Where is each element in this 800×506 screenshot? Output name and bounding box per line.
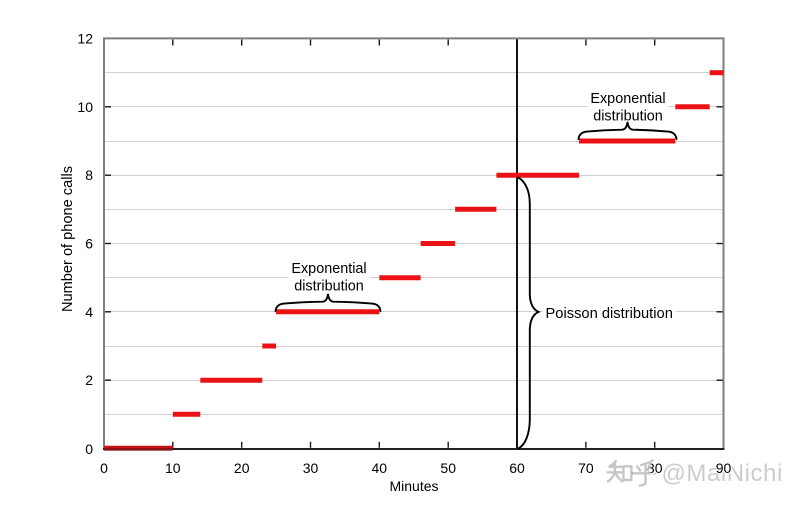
svg-text:2: 2 <box>85 372 93 388</box>
svg-text:12: 12 <box>77 31 93 47</box>
svg-text:Poisson distribution: Poisson distribution <box>546 306 673 322</box>
svg-text:Exponential: Exponential <box>590 91 665 107</box>
svg-text:@MaiNichi: @MaiNichi <box>662 460 783 487</box>
svg-text:0: 0 <box>85 441 93 457</box>
svg-text:40: 40 <box>372 460 388 476</box>
svg-text:50: 50 <box>440 460 456 476</box>
svg-text:6: 6 <box>85 236 93 252</box>
svg-text:4: 4 <box>85 304 93 320</box>
svg-text:distribution: distribution <box>294 279 364 295</box>
svg-text:10: 10 <box>77 99 93 115</box>
svg-text:10: 10 <box>165 460 181 476</box>
svg-text:Number of phone calls: Number of phone calls <box>60 166 76 312</box>
svg-text:70: 70 <box>578 460 594 476</box>
svg-text:0: 0 <box>100 460 108 476</box>
svg-text:8: 8 <box>85 167 93 183</box>
svg-text:Minutes: Minutes <box>389 478 438 494</box>
svg-text:Exponential: Exponential <box>291 261 366 277</box>
svg-text:90: 90 <box>716 460 732 476</box>
svg-text:20: 20 <box>234 460 250 476</box>
svg-text:30: 30 <box>303 460 319 476</box>
svg-text:distribution: distribution <box>593 109 663 125</box>
svg-text:90: 90 <box>716 460 732 476</box>
svg-text:60: 60 <box>509 460 525 476</box>
svg-text:80: 80 <box>647 460 663 476</box>
